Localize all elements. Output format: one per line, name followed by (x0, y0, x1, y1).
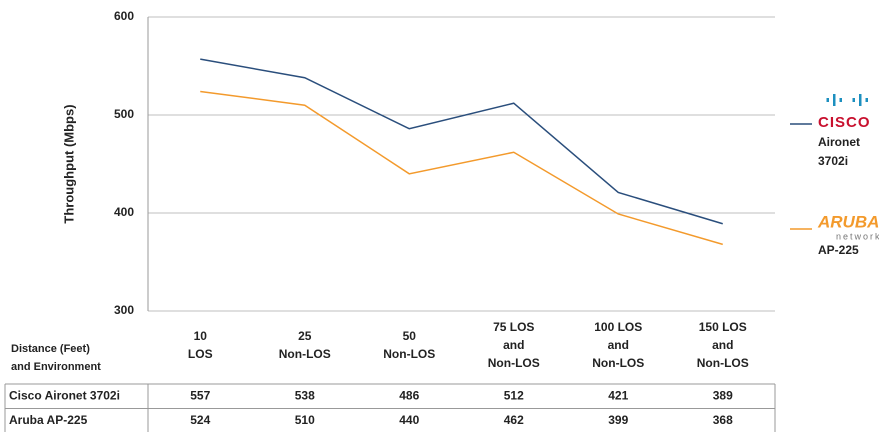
table-cell: 440 (399, 413, 419, 427)
x-tick-label: 75 LOS (493, 320, 534, 334)
x-tick-label: Non-LOS (279, 347, 331, 361)
table-cell: 557 (190, 388, 210, 402)
logo-bar (852, 98, 855, 102)
x-tick-label: 10 (194, 329, 208, 343)
legend-label: 3702i (818, 154, 848, 168)
legend-logo: ARUBA (817, 212, 879, 231)
logo-bar (833, 94, 836, 106)
legend-logo: CISCO (818, 114, 871, 131)
legend-label: Aironet (818, 135, 860, 149)
y-tick-label: 500 (114, 107, 134, 121)
x-tick-label: 25 (298, 329, 312, 343)
x-tick-label: 150 LOS (699, 320, 747, 334)
x-tick-label: and (503, 338, 524, 352)
row-header: Cisco Aironet 3702i (9, 388, 120, 402)
x-tick-label: and (712, 338, 733, 352)
table-header: Distance (Feet) (11, 343, 90, 355)
x-tick-label: 100 LOS (594, 320, 642, 334)
logo-bar (859, 94, 862, 106)
logo-bar (839, 98, 842, 102)
table-cell: 510 (295, 413, 315, 427)
y-tick-label: 300 (114, 303, 134, 317)
series-line (200, 90, 723, 246)
y-tick-label: 600 (114, 9, 134, 23)
table-cell: 462 (504, 413, 524, 427)
table-header: and Environment (11, 361, 101, 373)
y-axis-title: Throughput (Mbps) (61, 104, 76, 223)
table-cell: 399 (608, 413, 628, 427)
x-tick-label: and (608, 338, 629, 352)
table-cell: 421 (608, 388, 628, 402)
table-cell: 389 (713, 388, 733, 402)
x-tick-label: Non-LOS (488, 356, 540, 370)
table-cell: 368 (713, 413, 733, 427)
legend-label: AP-225 (818, 243, 859, 257)
y-tick-label: 400 (114, 205, 134, 219)
table-cell: 524 (190, 413, 210, 427)
x-tick-label: Non-LOS (697, 356, 749, 370)
x-tick-label: 50 (403, 329, 417, 343)
legend-logo-sub: networks (836, 231, 879, 241)
x-tick-label: LOS (188, 347, 213, 361)
x-tick-label: Non-LOS (383, 347, 435, 361)
series-line (200, 58, 723, 225)
row-header: Aruba AP-225 (9, 413, 88, 427)
x-tick-label: Non-LOS (592, 356, 644, 370)
table-cell: 512 (504, 388, 524, 402)
logo-bar (865, 98, 868, 102)
logo-bar (826, 98, 829, 102)
table-cell: 486 (399, 388, 419, 402)
table-cell: 538 (295, 388, 315, 402)
